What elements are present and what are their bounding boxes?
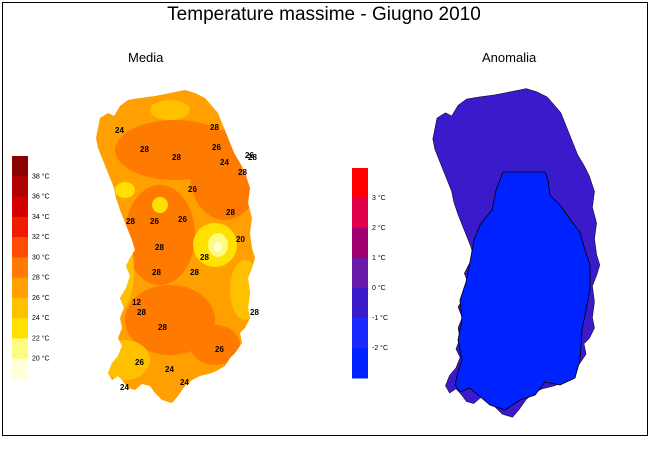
panel-title-media: Media [128,50,164,65]
contour-label: 20 [236,235,245,244]
legend-tick-label: 1 °C [372,254,386,262]
legend-tick-label: 24 °C [32,314,50,322]
contour-label: 28 [140,145,149,154]
contour-label: 28 [190,268,199,277]
legend-tick-label: 22 °C [32,335,50,343]
zone-cool-north2 [152,197,168,213]
legend-color-swatch [12,237,28,258]
zone-hot-southeast [190,325,240,365]
contour-label: 28 [210,123,219,132]
legend-color-swatch [12,277,28,299]
contour-label: 26 [245,151,254,160]
contour-label: 28 [158,323,167,332]
legend-tick-label: 0 °C [372,284,386,292]
contour-label: 24 [220,158,229,167]
zone-hot-center [125,185,195,285]
legend-tick-label: 28 °C [32,274,50,282]
legend-color-swatch [12,318,28,339]
legend-color-swatch [12,338,28,360]
legend-color-swatch [352,258,368,289]
legend-tick-label: 34 °C [32,213,50,221]
legend-color-swatch [12,297,28,319]
legend-color-swatch [352,168,368,199]
contour-label: 26 [188,185,197,194]
contour-label: 26 [215,345,224,354]
legend-color-swatch [12,216,28,238]
legend-tick-label: 32 °C [32,233,50,241]
zone-mild-north [150,100,190,120]
legend-tick-label: 26 °C [32,294,50,302]
anomaly-map [432,88,601,418]
legend-color-swatch [12,358,28,380]
zone-mild-west [106,230,134,310]
legend-color-swatch [12,176,28,198]
legend-color-swatch [352,228,368,259]
contour-label: 28 [155,243,164,252]
zone-cool-northwest [115,182,135,198]
legend-tick-label: 30 °C [32,253,50,261]
contour-label: 26 [135,358,144,367]
mean-temperature-legend: 38 °C 36 °C 34 °C 32 °C 30 °C 28 °C 26 °C 24 °C… [12,156,50,380]
legend-color-swatch [352,198,368,229]
figure-title: Temperature massime - Giugno 2010 [167,4,481,25]
contour-label: 24 [120,383,129,392]
contour-label: 24 [180,378,189,387]
anomaly-legend: 3 °C 2 °C 1 °C 0 °C -1 °C -2 °C [352,168,388,379]
legend-color-swatch [352,288,368,319]
contour-label: 24 [115,126,124,135]
contour-label: 12 [132,298,141,307]
legend-color-swatch [352,348,368,379]
anomaly-zone-minus-2 [454,171,591,411]
legend-tick-label: 20 °C [32,355,50,363]
contour-label: 28 [200,253,209,262]
legend-color-swatch [12,257,28,279]
contour-label: 28 [250,308,259,317]
contour-label: 28 [248,153,257,162]
zone-hot-northeast [190,130,255,220]
legend-tick-label: 3 °C [372,194,386,202]
panel-title-anomalia: Anomalia [482,50,537,65]
legend-color-swatch [12,196,28,218]
contour-label: 28 [152,268,161,277]
contour-label: 28 [137,308,146,317]
contour-label: 28 [126,217,135,226]
contour-label: 28 [172,153,181,162]
contour-label: 26 [178,215,187,224]
legend-color-swatch [12,156,28,177]
legend-color-swatch [352,318,368,349]
contour-label: 26 [150,217,159,226]
legend-tick-label: -2 °C [372,344,388,352]
contour-label: 26 [212,143,221,152]
contour-label: 24 [165,365,174,374]
legend-tick-label: 38 °C [32,172,50,180]
legend-tick-label: -1 °C [372,314,388,322]
zone-cold-center-white [214,242,222,252]
contour-label: 28 [226,208,235,217]
contour-label: 28 [238,168,247,177]
legend-tick-label: 2 °C [372,224,386,232]
legend-tick-label: 36 °C [32,193,50,201]
